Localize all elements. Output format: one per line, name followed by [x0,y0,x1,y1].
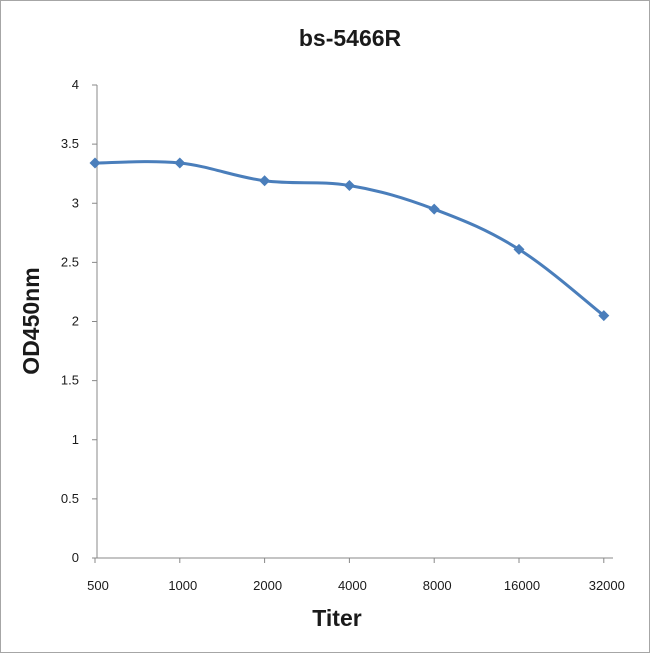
data-point-marker [174,157,186,169]
y-axis-title: OD450nm [18,267,44,374]
data-point-marker [89,157,101,169]
x-tick-label: 4000 [338,578,367,593]
y-tick-label: 2 [72,314,79,329]
x-tick-label: 500 [87,578,109,593]
series-group [89,157,610,322]
data-point-marker [513,243,525,255]
data-point-marker [428,203,440,215]
y-tick-label: 1 [72,432,79,447]
y-tick-label: 3 [72,195,79,210]
x-tick-label: 32000 [589,578,625,593]
data-point-marker [343,180,355,192]
y-tick-label: 4 [72,77,79,92]
data-point-marker [598,310,610,322]
y-tick-label: 2.5 [61,254,79,269]
y-tick-label: 1.5 [61,373,79,388]
x-tick-labels: 500 1000 2000 4000 8000 16000 32000 [87,578,625,593]
axes [92,84,613,563]
x-axis-title: Titer [312,605,361,631]
x-tick-label: 16000 [504,578,540,593]
x-tick-label: 1000 [168,578,197,593]
chart-title: bs-5466R [299,25,402,51]
data-point-marker [259,175,271,187]
y-tick-label: 3.5 [61,136,79,151]
x-tick-label: 8000 [423,578,452,593]
y-tick-labels: 0 0.5 1 1.5 2 2.5 3 3.5 4 [61,77,79,565]
x-tick-label: 2000 [253,578,282,593]
y-tick-label: 0.5 [61,491,79,506]
y-tick-label: 0 [72,550,79,565]
